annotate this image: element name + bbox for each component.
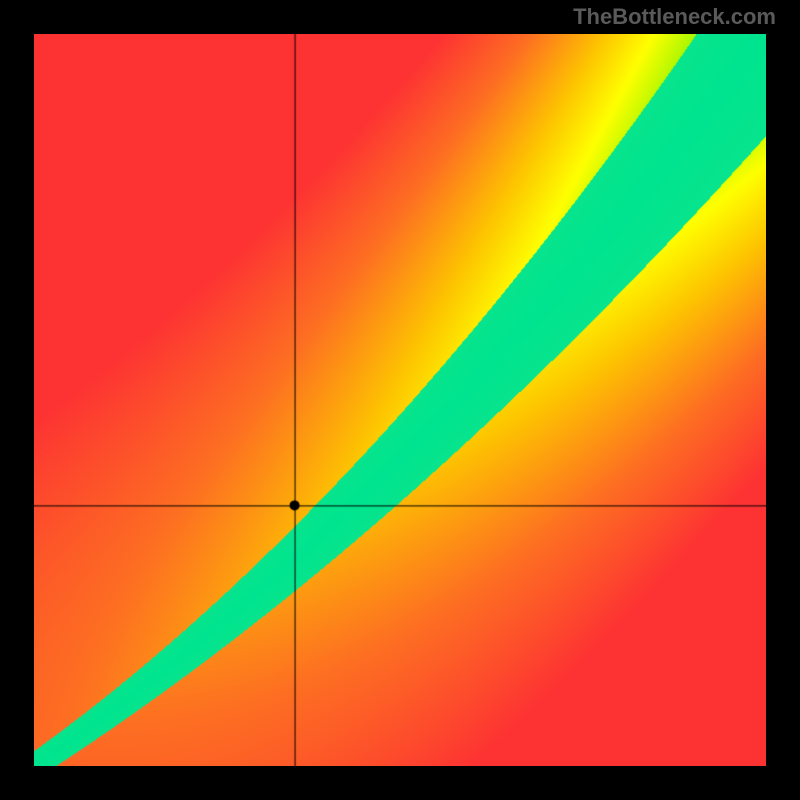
heatmap-canvas <box>34 34 766 766</box>
attribution-text: TheBottleneck.com <box>573 4 776 30</box>
chart-container: TheBottleneck.com <box>0 0 800 800</box>
